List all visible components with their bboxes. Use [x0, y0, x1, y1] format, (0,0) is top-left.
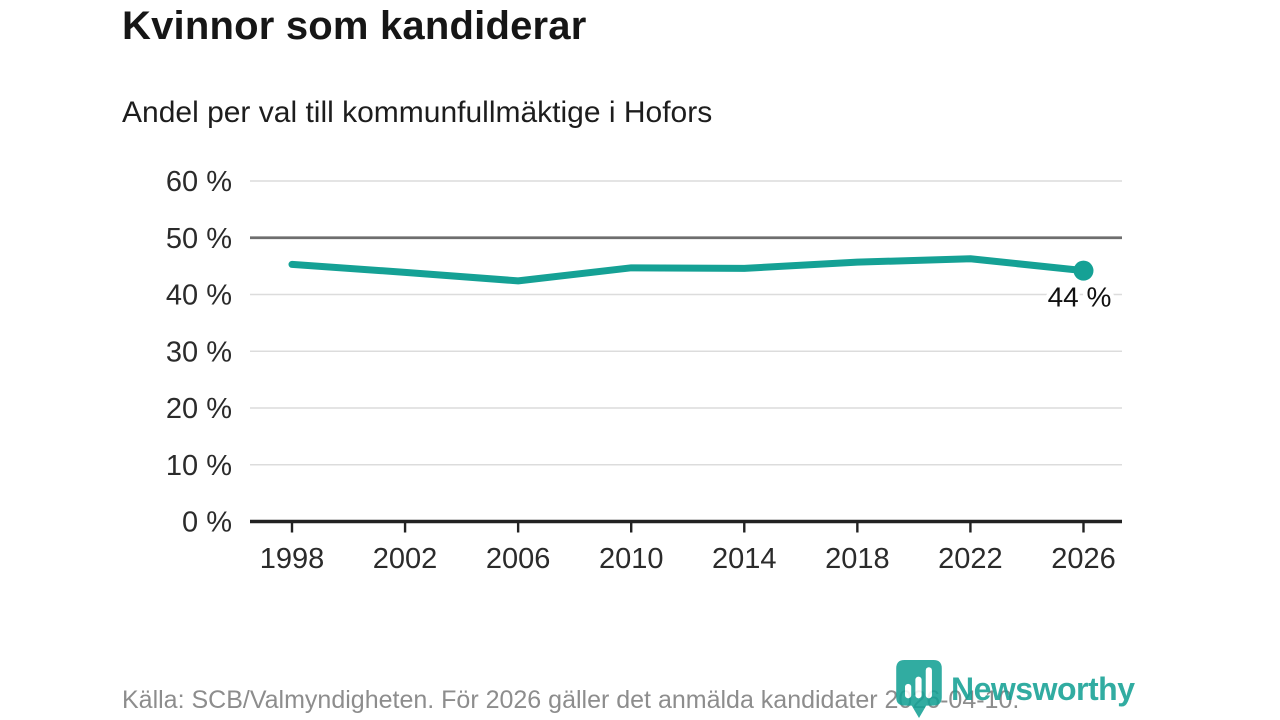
svg-text:44 %: 44 % — [1048, 282, 1112, 313]
svg-text:2026: 2026 — [1051, 543, 1116, 575]
svg-text:60 %: 60 % — [166, 166, 232, 198]
svg-text:50 %: 50 % — [166, 223, 232, 255]
svg-text:2002: 2002 — [373, 543, 438, 575]
bar-chart-pin-icon — [896, 660, 942, 718]
line-chart: 0 % 10 % 20 % 30 % 40 % 50 % 60 % 1998 2002 2006 2… — [166, 166, 1122, 575]
svg-text:2018: 2018 — [825, 543, 890, 575]
source-note: Källa: SCB/Valmyndigheten. För 2026 gäll… — [122, 686, 1020, 714]
chart-subtitle: Andel per val till kommunfullmäktige i H… — [122, 96, 713, 129]
svg-text:30 %: 30 % — [166, 336, 232, 368]
svg-text:2022: 2022 — [938, 543, 1003, 575]
svg-text:1998: 1998 — [260, 543, 325, 575]
svg-text:0 %: 0 % — [182, 507, 232, 539]
newsworthy-wordmark: Newsworthy — [951, 670, 1135, 707]
newsworthy-logo: Newsworthy — [896, 660, 1135, 718]
svg-text:2014: 2014 — [712, 543, 777, 575]
page-title: Kvinnor som kandiderar — [122, 4, 587, 48]
svg-text:2006: 2006 — [486, 543, 551, 575]
svg-text:10 %: 10 % — [166, 450, 232, 482]
svg-text:2010: 2010 — [599, 543, 664, 575]
svg-text:40 %: 40 % — [166, 280, 232, 312]
svg-text:20 %: 20 % — [166, 393, 232, 425]
